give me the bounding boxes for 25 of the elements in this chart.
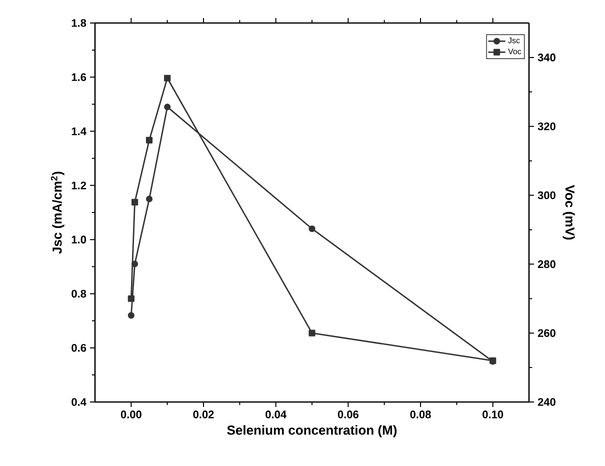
- y2-axis-title: Voc (mV): [562, 184, 575, 240]
- x-tick-label: 0.02: [193, 410, 214, 418]
- y2-tick-label: 300: [538, 191, 556, 200]
- y2-tick-label: 340: [538, 54, 556, 62]
- y-tick-label: 0.8: [72, 290, 86, 298]
- y2-tick-label: 280: [538, 260, 556, 268]
- y-axis-title: Jsc (mA/cm$^{2}$): [50, 172, 64, 254]
- y-tick-label: 1.8: [72, 19, 86, 27]
- x-tick-label: 0.04: [266, 410, 286, 418]
- y-tick-label: 0.6: [72, 344, 86, 352]
- y-tick-label: 1.4: [72, 128, 86, 136]
- x-tick-label: 0.06: [338, 410, 358, 418]
- legend-label: Voc: [508, 48, 522, 54]
- legend-label: Jsc: [508, 38, 520, 44]
- y-tick-label: 1.6: [72, 73, 86, 82]
- y2-tick-label: 320: [538, 122, 556, 130]
- y-tick-label: 1.2: [72, 182, 86, 190]
- x-tick-label: 0.00: [120, 410, 142, 418]
- y2-tick-label: 240: [538, 398, 556, 406]
- x-axis-title: Selenium concentration (M): [227, 425, 397, 438]
- y2-tick-label: 260: [538, 329, 556, 337]
- y-tick-label: 0.4: [72, 398, 86, 406]
- y-tick-label: 1.0: [72, 236, 86, 244]
- x-tick-label: 0.10: [482, 410, 504, 418]
- x-tick-label: 0.08: [410, 410, 431, 418]
